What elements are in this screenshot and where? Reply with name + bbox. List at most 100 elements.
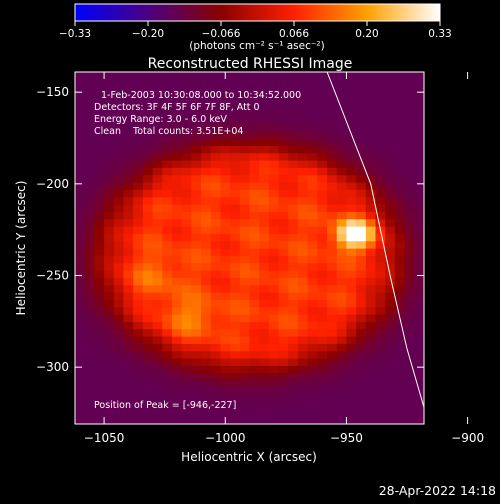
heatmap-cell xyxy=(142,196,154,205)
heatmap-cell xyxy=(123,233,134,242)
heatmap-cell xyxy=(94,174,105,183)
heatmap-cell xyxy=(191,204,202,212)
heatmap-cell xyxy=(297,174,309,183)
heatmap-cell xyxy=(113,196,125,205)
heatmap-cell xyxy=(94,402,105,410)
heatmap-cell xyxy=(288,116,299,124)
heatmap-cell xyxy=(375,130,386,139)
heatmap-cell xyxy=(191,365,202,374)
heatmap-cell xyxy=(414,152,424,161)
heatmap-cell xyxy=(230,336,241,344)
heatmap-cell xyxy=(336,358,348,366)
heatmap-cell xyxy=(327,402,338,410)
heatmap-cell xyxy=(220,387,231,396)
heatmap-cell xyxy=(278,299,289,308)
heatmap-cell xyxy=(142,101,154,110)
heatmap-cell xyxy=(210,167,222,176)
heatmap-cell xyxy=(142,262,154,271)
heatmap-cell xyxy=(123,343,134,352)
heatmap-cell xyxy=(385,138,396,146)
heatmap-cell xyxy=(365,350,377,359)
heatmap-cell xyxy=(75,358,86,366)
heatmap-cell xyxy=(201,284,212,293)
heatmap-cell xyxy=(220,336,231,344)
heatmap-cell xyxy=(356,372,367,381)
heatmap-cell xyxy=(210,160,222,168)
heatmap-cell xyxy=(220,402,231,410)
heatmap-cell xyxy=(152,72,163,80)
heatmap-cell xyxy=(181,306,192,315)
heatmap-cell xyxy=(365,402,377,410)
heatmap-cell xyxy=(162,336,173,344)
heatmap-cell xyxy=(162,358,173,366)
heatmap-cell xyxy=(385,372,396,381)
heatmap-cell xyxy=(259,343,270,352)
heatmap-cell xyxy=(414,204,424,212)
heatmap-cell xyxy=(249,218,260,227)
heatmap-cell xyxy=(152,130,163,139)
heatmap-cell xyxy=(356,365,367,374)
heatmap-cell xyxy=(75,387,86,396)
heatmap-cell xyxy=(142,343,154,352)
heatmap-cell xyxy=(404,328,415,337)
heatmap-cell xyxy=(230,306,241,315)
heatmap-cell xyxy=(346,292,357,300)
heatmap-cell xyxy=(288,94,299,102)
heatmap-cell xyxy=(307,79,318,88)
heatmap-cell xyxy=(75,380,86,388)
heatmap-cell xyxy=(365,358,377,366)
heatmap-cell xyxy=(414,262,424,271)
heatmap-cell xyxy=(239,130,251,139)
heatmap-cell xyxy=(365,328,377,337)
heatmap-cell xyxy=(327,182,338,190)
heatmap-cell xyxy=(75,189,86,198)
heatmap-cell xyxy=(404,123,415,132)
annotation-detectors: Detectors: 3F 4F 5F 6F 7F 8F, Att 0 xyxy=(94,102,260,113)
heatmap-cell xyxy=(288,314,299,322)
heatmap-cell xyxy=(356,123,367,132)
heatmap-cell xyxy=(230,255,241,264)
heatmap-cell xyxy=(171,358,183,366)
heatmap-cell xyxy=(297,138,309,146)
heatmap-cell xyxy=(75,416,86,424)
heatmap-cell xyxy=(230,130,241,139)
heatmap-cell xyxy=(230,409,241,418)
heatmap-cell xyxy=(249,152,260,161)
heatmap-cell xyxy=(307,365,318,374)
heatmap-cell xyxy=(191,145,202,154)
heatmap-cell xyxy=(346,284,357,293)
heatmap-cell xyxy=(346,402,357,410)
heatmap-cell xyxy=(249,358,260,366)
heatmap-cell xyxy=(94,394,105,403)
heatmap-cell xyxy=(327,284,338,293)
heatmap-cell xyxy=(239,299,251,308)
heatmap-cell xyxy=(201,182,212,190)
heatmap-cell xyxy=(171,189,183,198)
heatmap-cell xyxy=(133,123,144,132)
heatmap-cell xyxy=(404,277,415,286)
heatmap-cell xyxy=(104,284,115,293)
heatmap-cell xyxy=(327,145,338,154)
heatmap-cell xyxy=(152,358,163,366)
heatmap-cell xyxy=(259,365,270,374)
heatmap-cell xyxy=(75,314,86,322)
heatmap-cell xyxy=(104,394,115,403)
heatmap-cell xyxy=(356,108,367,117)
heatmap-cell xyxy=(288,380,299,388)
heatmap-cell xyxy=(142,79,154,88)
heatmap-cell xyxy=(181,226,192,234)
heatmap-cell xyxy=(210,270,222,278)
heatmap-cell xyxy=(171,72,183,80)
heatmap-cell xyxy=(278,284,289,293)
heatmap-cell xyxy=(249,248,260,256)
heatmap-cell xyxy=(336,350,348,359)
heatmap-cell xyxy=(268,365,280,374)
heatmap-cell xyxy=(230,321,241,330)
colorbar-tick-label: 0.33 xyxy=(428,28,451,40)
heatmap-cell xyxy=(365,387,377,396)
heatmap-cell xyxy=(346,218,357,227)
heatmap-cell xyxy=(220,211,231,220)
heatmap-cell xyxy=(297,277,309,286)
heatmap-cell xyxy=(104,174,115,183)
heatmap-cell xyxy=(327,255,338,264)
